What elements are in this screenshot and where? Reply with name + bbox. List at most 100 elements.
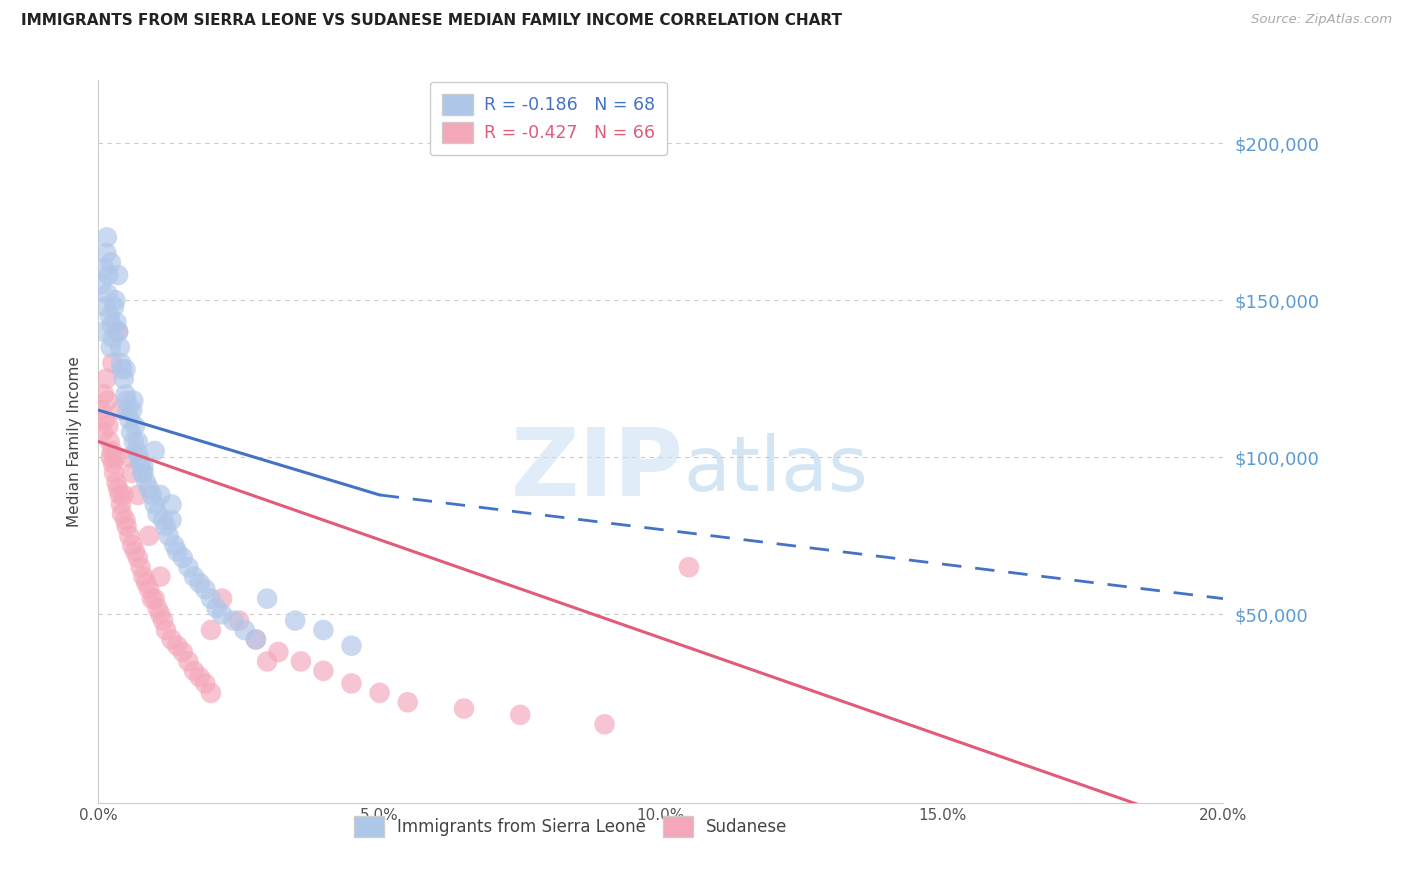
Point [91, 425, 114, 439]
Point [124, 418, 146, 433]
Point [143, 497, 166, 511]
Point [91, 325, 114, 339]
Point [110, 497, 132, 511]
Point [509, 707, 531, 722]
Legend: Immigrants from Sierra Leone, Sudanese: Immigrants from Sierra Leone, Sudanese [346, 808, 796, 845]
Text: Source: ZipAtlas.com: Source: ZipAtlas.com [1251, 13, 1392, 27]
Point [129, 560, 152, 574]
Point [228, 614, 250, 628]
Point [146, 601, 169, 615]
Point [131, 466, 153, 480]
Y-axis label: Median Family Income: Median Family Income [67, 356, 83, 527]
Point [132, 459, 155, 474]
Point [114, 513, 136, 527]
Point [188, 670, 211, 684]
Point [103, 466, 125, 480]
Point [104, 450, 127, 465]
Point [211, 591, 233, 606]
Point [125, 444, 148, 458]
Point [146, 507, 169, 521]
Point [115, 519, 138, 533]
Point [128, 450, 150, 465]
Point [110, 356, 132, 370]
Point [96, 393, 118, 408]
Point [157, 529, 180, 543]
Point [200, 591, 222, 606]
Point [96, 230, 118, 244]
Point [183, 569, 205, 583]
Point [194, 676, 217, 690]
Point [166, 544, 188, 558]
Point [138, 529, 160, 543]
Point [188, 575, 211, 590]
Point [118, 529, 141, 543]
Point [368, 686, 391, 700]
Point [93, 261, 115, 276]
Point [112, 372, 135, 386]
Point [101, 457, 124, 471]
Point [149, 488, 172, 502]
Point [96, 246, 118, 260]
Point [396, 695, 419, 709]
Point [222, 614, 245, 628]
Point [160, 497, 183, 511]
Point [107, 325, 129, 339]
Point [200, 686, 222, 700]
Point [96, 372, 118, 386]
Point [177, 560, 200, 574]
Point [94, 300, 117, 314]
Point [111, 362, 134, 376]
Point [101, 318, 124, 333]
Point [120, 425, 142, 439]
Point [108, 488, 131, 502]
Point [94, 412, 117, 426]
Point [245, 632, 267, 647]
Point [160, 632, 183, 647]
Point [104, 293, 127, 308]
Point [122, 434, 145, 449]
Point [284, 614, 307, 628]
Point [122, 393, 145, 408]
Point [127, 550, 149, 565]
Point [160, 513, 183, 527]
Point [127, 488, 149, 502]
Point [155, 519, 177, 533]
Point [124, 544, 146, 558]
Text: atlas: atlas [683, 434, 868, 508]
Point [149, 569, 172, 583]
Point [245, 632, 267, 647]
Point [256, 591, 278, 606]
Point [211, 607, 233, 622]
Point [101, 331, 124, 345]
Point [107, 268, 129, 282]
Point [101, 356, 124, 370]
Point [114, 387, 136, 401]
Point [127, 434, 149, 449]
Point [129, 457, 152, 471]
Point [108, 340, 131, 354]
Point [90, 277, 112, 292]
Point [97, 268, 120, 282]
Point [166, 639, 188, 653]
Text: ZIP: ZIP [510, 425, 683, 516]
Point [138, 582, 160, 597]
Point [103, 300, 125, 314]
Point [96, 286, 118, 301]
Point [107, 325, 129, 339]
Point [172, 645, 194, 659]
Point [200, 623, 222, 637]
Point [267, 645, 290, 659]
Point [593, 717, 616, 731]
Point [138, 482, 160, 496]
Point [111, 507, 134, 521]
Point [143, 444, 166, 458]
Point [233, 623, 256, 637]
Point [172, 550, 194, 565]
Point [256, 655, 278, 669]
Point [98, 434, 121, 449]
Point [141, 488, 163, 502]
Point [205, 601, 228, 615]
Point [107, 482, 129, 496]
Point [312, 623, 335, 637]
Point [194, 582, 217, 597]
